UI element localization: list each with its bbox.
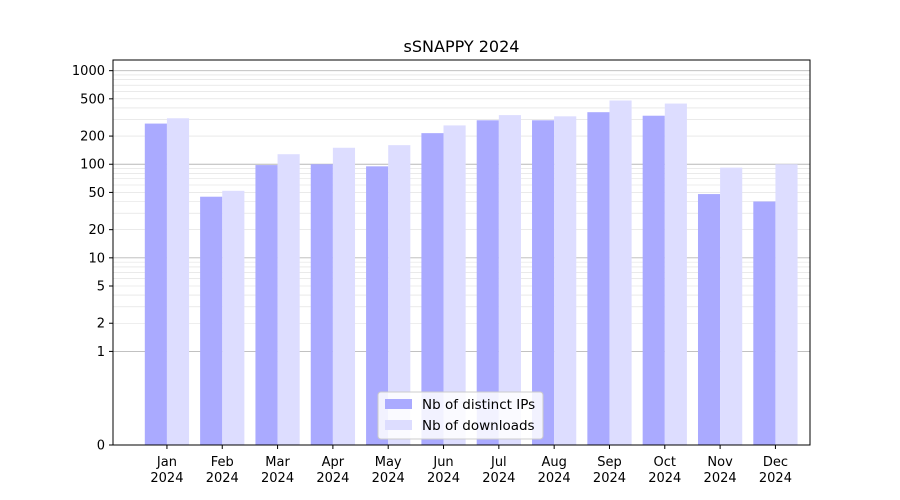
- legend: Nb of distinct IPs Nb of downloads: [377, 391, 544, 440]
- bar-distinct-ips: [255, 165, 278, 445]
- legend-label-distinct-ips: Nb of distinct IPs: [422, 397, 535, 413]
- bar-distinct-ips: [200, 196, 223, 445]
- chart-title: sSNAPPY 2024: [404, 37, 520, 56]
- y-tick-label: 1000: [72, 64, 105, 79]
- bar-distinct-ips: [310, 164, 333, 445]
- legend-box: [377, 391, 544, 440]
- y-tick-label: 0: [97, 439, 105, 454]
- bar-distinct-ips: [697, 194, 721, 445]
- bar-distinct-ips: [587, 112, 610, 445]
- y-tick-label: 20: [88, 223, 105, 238]
- bar-distinct-ips: [366, 166, 389, 445]
- x-tick-label: Aug 2024: [538, 455, 571, 486]
- legend-label-downloads: Nb of downloads: [422, 418, 535, 434]
- bar-downloads: [664, 103, 687, 446]
- bar-downloads: [166, 118, 190, 445]
- bar-distinct-ips: [144, 123, 167, 445]
- bars: [144, 100, 798, 446]
- y-tick-label: 5: [97, 280, 105, 295]
- bar-distinct-ips: [753, 201, 776, 445]
- x-tick-label: Jul 2024: [482, 455, 515, 486]
- bar-downloads: [498, 115, 521, 446]
- bar-downloads: [775, 164, 798, 445]
- x-tick-label: Sep 2024: [593, 455, 626, 486]
- bar-downloads: [388, 145, 411, 445]
- y-tick-label: 2: [97, 317, 105, 332]
- y-tick-label: 50: [88, 186, 105, 201]
- bar-distinct-ips: [421, 133, 444, 446]
- bar-downloads: [222, 190, 245, 445]
- bar-downloads: [554, 116, 577, 445]
- bar-downloads: [277, 154, 300, 446]
- x-tick-label: Feb 2024: [206, 455, 239, 486]
- x-tick-label: Nov 2024: [704, 455, 737, 486]
- x-tick-label: Apr 2024: [316, 455, 349, 486]
- x-tick-label: May 2024: [372, 455, 405, 486]
- bar-downloads: [443, 125, 466, 445]
- x-tick-label: Mar 2024: [261, 455, 294, 486]
- bar-distinct-ips: [642, 115, 665, 445]
- y-tick-label: 10: [88, 251, 105, 266]
- x-tick-label: Dec 2024: [759, 455, 792, 486]
- y-tick-label: 500: [80, 92, 105, 107]
- x-tick-label: Jan 2024: [150, 455, 183, 486]
- x-axis-ticks: Jan 2024 Feb 2024 Mar 2024 Apr 2024 May 2024 Jun 20…: [150, 445, 792, 486]
- legend-swatch-downloads: [385, 420, 412, 430]
- plot-frame: [112, 59, 811, 446]
- legend-swatch-distinct-ips: [385, 399, 412, 409]
- bar-distinct-ips: [476, 120, 499, 445]
- y-axis-ticks: 0 1 2 5 10 20 50 100 200 500 1000: [72, 64, 113, 454]
- x-tick-label: Oct 2024: [648, 455, 681, 486]
- y-tick-label: 1: [97, 345, 105, 360]
- bar-downloads: [332, 147, 356, 445]
- bar-downloads: [609, 100, 632, 445]
- bar-distinct-ips: [532, 120, 555, 445]
- bar-downloads: [720, 167, 743, 445]
- y-tick-label: 100: [80, 158, 105, 173]
- y-tick-label: 200: [80, 130, 105, 145]
- x-tick-label: Jun 2024: [427, 455, 460, 486]
